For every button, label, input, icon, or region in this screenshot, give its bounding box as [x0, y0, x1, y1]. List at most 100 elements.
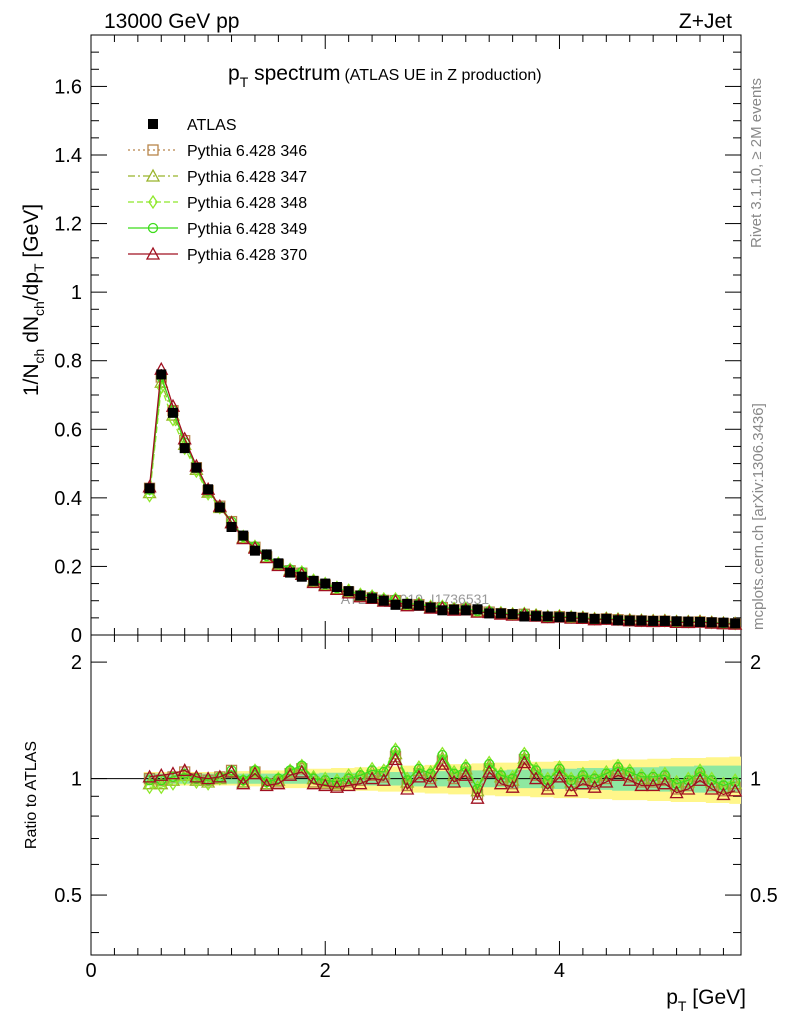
ratio-series-point: [411, 769, 427, 783]
ratio-series-point: [495, 770, 507, 781]
data-point: [472, 604, 483, 615]
ratio-series-point: [402, 775, 413, 786]
legend-label: Pythia 6.428 346: [187, 143, 307, 160]
y-axis-label: 1/Nch dNch/dpT [GeV]: [20, 204, 47, 396]
y-tick-label: 0.6: [54, 419, 82, 441]
axis-tick-labels: 0 2 4 0 0.2 0.4 0.6 0.8 1 1.2 1.4 1.6 0.5 0.5 1 1 2 2: [54, 76, 778, 982]
data-point: [577, 612, 588, 623]
ratio-series-point: [165, 766, 181, 780]
data-point: [390, 599, 401, 610]
ratio-series-point: [423, 767, 438, 781]
legend-label: Pythia 6.428 349: [187, 221, 307, 238]
data-point: [683, 616, 694, 627]
ratio-series-point: [388, 752, 403, 766]
ratio-series-point: [540, 774, 555, 788]
data-point: [507, 609, 518, 620]
ratio-series-point: [646, 771, 661, 785]
ratio-series-point: [493, 776, 509, 790]
ratio-series-point: [683, 775, 694, 786]
ratio-series-point: [177, 763, 192, 777]
ratio-series-point: [423, 774, 438, 788]
ratio-series-point: [329, 779, 345, 793]
ratio-series-point: [413, 763, 425, 774]
legend-marker: [147, 144, 159, 156]
data-point: [460, 605, 471, 616]
data-point: [144, 483, 155, 494]
y-tick-label: 1.6: [54, 76, 82, 98]
data-point: [402, 598, 413, 609]
ratio-y-tick-label-left: 1: [71, 769, 82, 791]
ratio-series-point: [224, 764, 239, 778]
title-subscript: T: [240, 74, 249, 90]
ratio-series-point: [729, 776, 741, 788]
data-point: [636, 615, 647, 626]
y-tick-label: 0: [71, 625, 82, 647]
legend-label-atlas: ATLAS: [187, 117, 237, 134]
ratio-series-point: [540, 781, 555, 795]
ratio-series-point: [283, 767, 298, 781]
ratio-series-point: [376, 766, 391, 780]
legend-label: Pythia 6.428 370: [187, 247, 307, 264]
ratio-series-point: [728, 783, 743, 797]
ratio-series-point: [694, 766, 706, 778]
ratio-series-point: [179, 771, 190, 786]
ratio-y-tick-label-right: 2: [750, 652, 761, 674]
ratio-series-point: [296, 760, 307, 771]
ratio-series-point: [142, 769, 157, 783]
data-point: [730, 618, 741, 629]
ratio-series-point: [355, 770, 366, 781]
data-point: [167, 407, 178, 418]
data-point: [214, 502, 225, 513]
series-point: [154, 374, 169, 388]
ratio-series-point: [353, 776, 368, 790]
ratio-series-point: [364, 771, 380, 785]
ratio-series-point: [306, 776, 321, 790]
x-tick-label: 4: [554, 960, 565, 982]
ratio-series-point: [366, 765, 378, 776]
x-axis-label: pT [GeV]: [666, 986, 746, 1014]
ratio-series-point: [530, 765, 542, 776]
ratio-series-point: [706, 775, 717, 786]
data-point: [413, 600, 424, 611]
ratio-series-point: [577, 770, 589, 781]
ratio-series-point: [587, 772, 602, 786]
ratio-series: [142, 742, 743, 804]
data-point: [718, 617, 729, 628]
x-tick-label: 2: [320, 960, 331, 982]
ratio-series-point: [718, 780, 729, 791]
ratio-series-point: [470, 790, 485, 804]
ratio-series-point: [343, 773, 354, 784]
ratio-series-point: [636, 771, 647, 783]
data-point: [308, 575, 319, 586]
data-point: [659, 615, 670, 626]
ratio-series-point: [704, 781, 719, 795]
ratio-series-point: [589, 773, 600, 784]
data-point: [624, 615, 635, 626]
ratio-series-point: [484, 758, 495, 770]
data-point: [695, 616, 706, 627]
title-sub: (ATLAS UE in Z production): [344, 67, 541, 84]
ratio-series-point: [144, 780, 155, 795]
ratio-series-point: [634, 771, 649, 785]
x-tick-label: 0: [85, 960, 96, 982]
data-point: [531, 611, 542, 622]
ratio-series-point: [390, 745, 401, 756]
title-p: p: [228, 62, 240, 85]
title-rest: spectrum: [248, 62, 340, 85]
ratio-series-point: [435, 756, 450, 770]
data-point: [484, 608, 495, 619]
ratio-series-point: [648, 771, 659, 783]
data-point: [203, 484, 214, 495]
series-line: [148, 382, 736, 625]
data-point: [343, 586, 354, 597]
ratio-series-point: [542, 775, 553, 786]
data-point: [191, 462, 202, 473]
ratio-series-point: [601, 768, 612, 779]
ratio-series-point: [437, 749, 448, 761]
data-point: [519, 611, 530, 622]
ratio-series-point: [575, 776, 590, 790]
data-point: [542, 611, 553, 622]
ratio-series-point: [247, 766, 263, 780]
data-point: [238, 530, 249, 541]
series-line: [148, 387, 736, 625]
